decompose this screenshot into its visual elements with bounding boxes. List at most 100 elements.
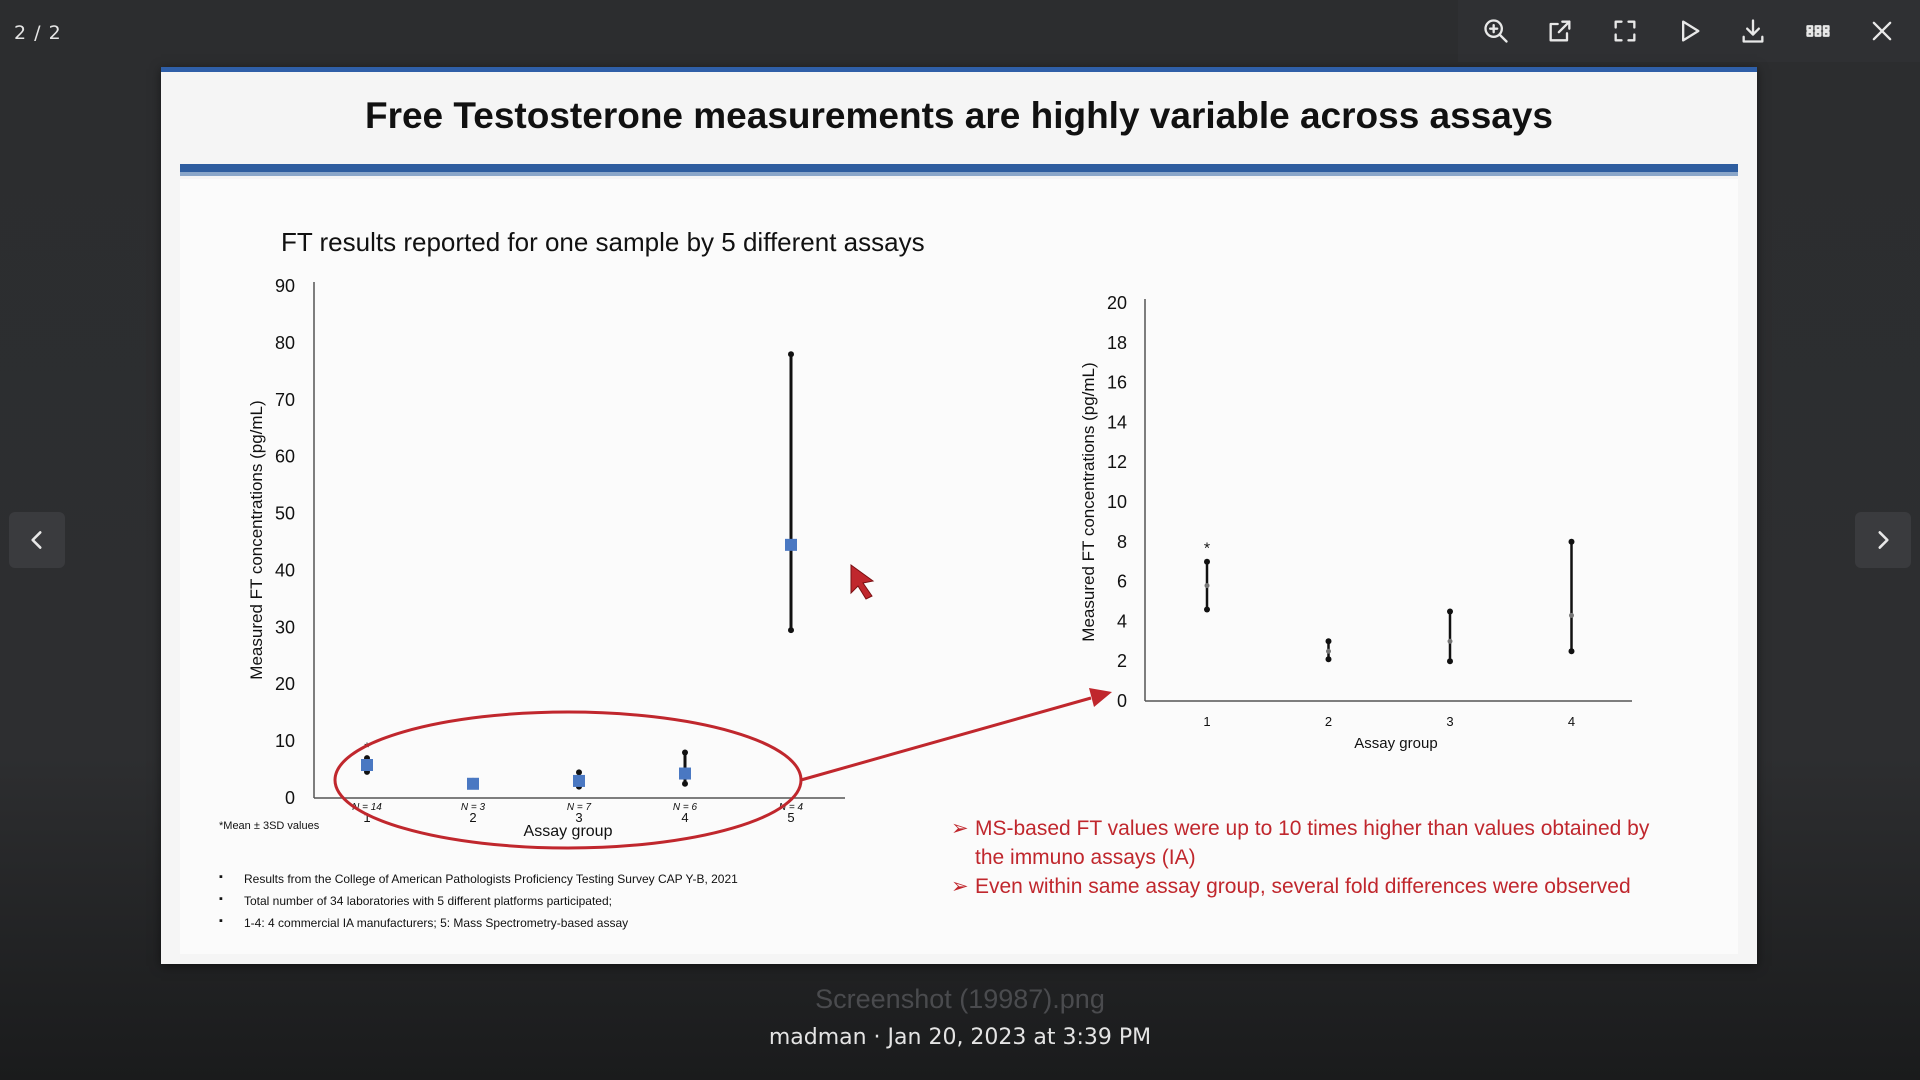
y-tick-label: 40 [275,560,295,580]
significance-asterisk: * [1204,541,1210,558]
bullet-item: Total number of 34 laboratories with 5 d… [219,893,738,916]
y-tick-label: 10 [1107,492,1127,512]
y-tick-label: 90 [275,276,295,296]
error-cap-high [788,351,794,358]
key-findings: ➢ MS-based FT values were up to 10 times… [951,814,1675,901]
title-rule-light [180,172,1738,176]
charts-canvas: FT results reported for one sample by 5 … [219,227,1632,850]
y-tick-label: 4 [1117,611,1127,631]
y-tick-label: 30 [275,617,295,637]
x-tick-label: 1 [363,810,370,825]
file-name: Screenshot (19987).png [815,984,1105,1014]
bullet-item: Results from the College of American Pat… [219,871,738,894]
n-label: N = 4 [779,802,804,813]
n-label: N = 6 [673,802,698,813]
y-tick-label: 80 [275,333,295,353]
x-tick-label: 5 [787,810,794,825]
finding-text: Even within same assay group, several fo… [975,875,1631,898]
x-tick-label: 1 [1203,714,1210,729]
error-cap-low [682,780,688,787]
close-icon[interactable] [1862,11,1902,51]
mean-marker [1326,648,1331,654]
y-tick-label: 20 [275,674,295,694]
y-tick-label: 60 [275,447,295,467]
image-counter: 2 / 2 [14,22,62,44]
download-icon[interactable] [1733,11,1773,51]
y-tick-label: 14 [1107,412,1127,432]
x-axis-label: Assay group [524,823,613,840]
viewer-toolbar [1458,0,1920,62]
mean-marker [1569,612,1574,618]
x-tick-label: 3 [575,810,582,825]
error-cap-low [1447,658,1453,665]
significance-asterisk: * [364,739,370,755]
previous-button[interactable] [9,512,65,568]
zoom-in-icon[interactable] [1476,11,1516,51]
arrow-bullet-icon: ➢ [951,817,969,840]
fullscreen-icon[interactable] [1605,11,1645,51]
finding-item: ➢ MS-based FT values were up to 10 times… [951,814,1675,872]
error-cap-high [1568,538,1575,545]
upload-meta: madman · Jan 20, 2023 at 3:39 PM [768,1025,1152,1050]
error-cap-low [1325,656,1332,663]
error-cap-low [1204,606,1210,613]
zoom-arrow-line [800,696,1092,782]
error-cap-high [1447,608,1453,615]
n-label: N = 7 [567,802,592,813]
y-axis-label: Measured FT concentrations (pg/mL) [1079,362,1098,641]
error-cap-high [576,769,582,776]
error-cap-low [788,627,794,634]
y-tick-label: 70 [275,390,295,410]
mean-marker [679,767,691,780]
chevron-left-icon [31,531,42,549]
slide-content-area [180,179,1738,954]
mean-marker [467,777,479,790]
y-tick-label: 50 [275,504,295,524]
mean-marker [1447,638,1453,644]
x-tick-label: 2 [1325,714,1332,729]
y-tick-label: 0 [285,788,295,808]
y-tick-label: 18 [1107,333,1127,353]
chevron-right-icon [1878,531,1889,549]
play-icon[interactable] [1669,11,1709,51]
error-cap-high [1325,638,1332,645]
chart-footnote: *Mean ± 3SD values [219,820,320,832]
x-tick-label: 2 [469,810,476,825]
error-cap-high [1204,558,1210,565]
y-tick-label: 6 [1117,572,1127,592]
y-tick-label: 2 [1117,651,1127,671]
y-tick-label: 20 [1107,293,1127,313]
slide-top-accent [161,67,1757,72]
x-tick-label: 4 [1568,714,1575,729]
x-tick-label: 4 [681,810,688,825]
mouse-cursor-icon [850,564,875,600]
title-rule [180,164,1738,172]
slide-image: Free Testosterone measurements are highl… [161,67,1757,964]
error-cap-low [1568,648,1575,655]
y-tick-label: 0 [1117,691,1127,711]
x-axis-label: Assay group [1354,735,1437,752]
error-cap-high [682,749,688,756]
open-external-icon[interactable] [1540,11,1580,51]
mean-marker [573,774,585,787]
x-tick-label: 3 [1446,714,1453,729]
arrow-bullet-icon: ➢ [951,875,969,898]
y-axis-label: Measured FT concentrations (pg/mL) [247,400,266,679]
finding-item: ➢ Even within same assay group, several … [951,872,1675,901]
y-tick-label: 8 [1117,532,1127,552]
mean-marker [1204,583,1210,589]
finding-text: MS-based FT values were up to 10 times h… [975,817,1650,869]
y-tick-label: 16 [1107,373,1127,393]
source-bullets: Results from the College of American Pat… [219,871,738,938]
bullet-item: 1-4: 4 commercial IA manufacturers; 5: M… [219,915,738,938]
y-tick-label: 12 [1107,452,1127,472]
next-button[interactable] [1855,512,1911,568]
slide-title: Free Testosterone measurements are highl… [364,95,1554,136]
y-tick-label: 10 [275,731,295,751]
zoom-arrow-head [1089,688,1112,707]
n-label: N = 14 [352,802,382,813]
n-label: N = 3 [461,802,486,813]
grid-icon[interactable] [1798,11,1838,51]
mean-marker [361,759,373,772]
chart-title: FT results reported for one sample by 5 … [281,227,925,257]
